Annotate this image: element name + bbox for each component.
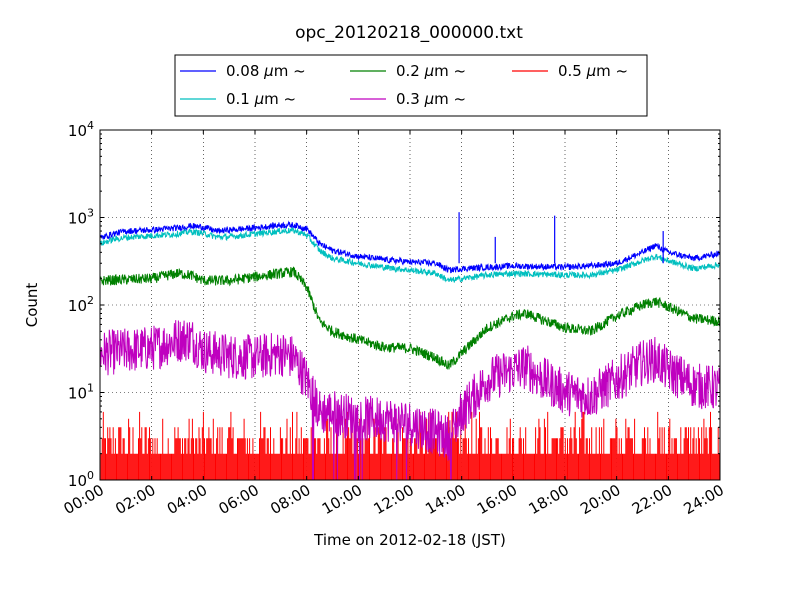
x-tick-label: 04:00	[164, 481, 210, 518]
y-tick-label: 102	[68, 294, 94, 315]
x-tick-label: 02:00	[112, 481, 158, 518]
legend-label: 0.5 μm ~	[558, 62, 628, 80]
x-tick-label: 24:00	[681, 481, 727, 518]
x-tick-label: 18:00	[526, 481, 572, 518]
x-tick-label: 12:00	[371, 481, 417, 518]
legend-label: 0.08 μm ~	[226, 62, 306, 80]
y-tick-label: 101	[68, 382, 94, 403]
series-line-0.2um	[99, 266, 721, 370]
series-line-0.3um	[99, 320, 721, 481]
y-tick-label: 104	[68, 119, 94, 140]
legend-frame	[174, 54, 648, 117]
series-line-0.08um	[99, 220, 721, 274]
y-tick-label: 100	[68, 469, 94, 490]
legend-label: 0.2 μm ~	[396, 62, 466, 80]
y-tick-label: 103	[68, 207, 94, 228]
x-tick-label: 16:00	[474, 481, 520, 518]
legend-label: 0.3 μm ~	[396, 90, 466, 108]
y-axis-label: Count	[23, 283, 41, 328]
x-axis-label: Time on 2012-02-18 (JST)	[313, 531, 506, 549]
x-tick-label: 08:00	[267, 481, 313, 518]
legend: 0.08 μm ~ 0.1 μm ~ 0.2 μm ~ 0.3 μm ~ 0.5 μm …	[174, 54, 648, 117]
series-line-0.1um	[99, 226, 721, 283]
grid	[100, 130, 720, 480]
x-tick-label: 10:00	[319, 481, 365, 518]
chart-title: opc_20120218_000000.txt	[295, 23, 523, 43]
x-tick-label: 22:00	[629, 481, 675, 518]
x-tick-label: 06:00	[216, 481, 262, 518]
legend-label: 0.1 μm ~	[226, 90, 296, 108]
x-tick-label: 14:00	[422, 481, 468, 518]
series-layer	[99, 212, 721, 481]
x-tick-label: 20:00	[577, 481, 623, 518]
